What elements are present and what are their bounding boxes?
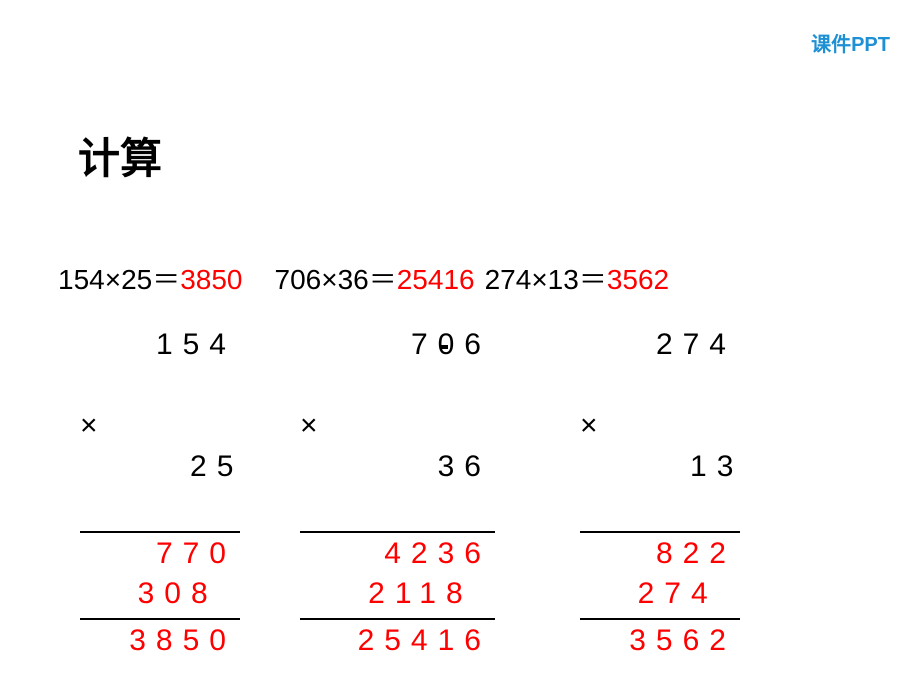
calc2-partial2: 2118 [300,574,495,615]
calc1-partial2: 308 [80,574,240,615]
calc3-top: 274 [580,325,740,366]
calc1-top: 154 [80,325,240,366]
mult-symbol-1: × [80,406,108,447]
calc1-bottom: 25 [190,450,243,483]
calculation-2: 706 × 36 4236 2118 25416 [300,325,495,661]
calculation-3: 274 × 13 822 274 3562 [580,325,740,661]
equation-3: 274×13＝3562 [485,258,670,298]
equation-1-result: 3850 [180,264,242,295]
calc1-final: 3850 [80,621,240,662]
calc3-line2 [580,618,740,620]
equation-3-lhs: 274×13＝ [485,264,607,295]
calc2-final: 25416 [300,621,495,662]
calc3-partial1: 822 [580,534,740,575]
calc1-partial1: 770 [80,534,240,575]
calc3-partial2: 274 [580,574,740,615]
calc2-partial1: 4236 [300,534,495,575]
equation-2-lhs: 706×36＝ [275,264,397,295]
watermark-label: 课件PPT [811,28,890,57]
equations-row: 154×25＝3850 706×36＝25416 274×13＝3562 [58,258,669,298]
calc2-mult-row: × 36 [300,366,495,528]
calc2-top: 706 [300,325,495,366]
calculation-1: 154 × 25 770 308 3850 [80,325,240,661]
mult-symbol-3: × [580,406,608,447]
calc1-line2 [80,618,240,620]
calc3-mult-row: × 13 [580,366,740,528]
calc1-mult-row: × 25 [80,366,240,528]
calc2-line1 [300,531,495,533]
calc3-final: 3562 [580,621,740,662]
equation-1-lhs: 154×25＝ [58,264,180,295]
calc2-line2 [300,618,495,620]
page-title: 计算 [78,125,162,186]
mult-symbol-2: × [300,406,328,447]
calc2-bottom: 36 [438,450,491,483]
equation-2: 706×36＝25416 [275,258,475,298]
calc3-line1 [580,531,740,533]
equation-1: 154×25＝3850 [58,258,243,298]
calc3-bottom: 13 [690,450,743,483]
calc1-line1 [80,531,240,533]
equation-3-result: 3562 [607,264,669,295]
equation-2-result: 25416 [397,264,475,295]
